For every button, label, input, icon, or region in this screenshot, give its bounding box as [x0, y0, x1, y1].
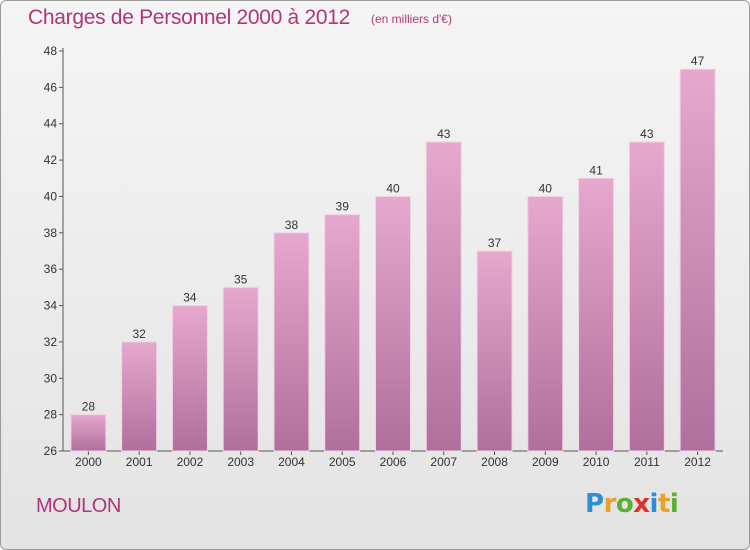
- place-name: MOULON: [36, 495, 121, 517]
- logo-letter: x: [633, 489, 650, 519]
- value-label: 34: [183, 291, 197, 305]
- bar: [476, 250, 513, 452]
- value-label: 47: [691, 54, 705, 68]
- y-tick-label: 44: [44, 117, 58, 131]
- bar: [222, 286, 259, 452]
- y-tick-label: 46: [44, 80, 58, 94]
- x-tick-label: 2000: [75, 455, 102, 469]
- value-label: 38: [285, 218, 299, 232]
- bar: [578, 177, 615, 452]
- bar: [375, 195, 411, 452]
- y-tick-label: 28: [44, 408, 58, 422]
- value-label: 39: [336, 200, 350, 214]
- value-label: 40: [386, 181, 400, 195]
- logo-letter: r: [603, 489, 617, 519]
- logo-letter: t: [657, 489, 670, 519]
- x-tick-label: 2011: [634, 455, 660, 469]
- y-tick-label: 26: [44, 444, 58, 458]
- value-label: 41: [589, 163, 603, 177]
- logo-letter: i: [649, 489, 659, 519]
- x-tick-label: 2003: [227, 455, 254, 469]
- chart-title: Charges de Personnel 2000 à 2012: [28, 6, 350, 29]
- y-tick-label: 38: [44, 226, 58, 240]
- chart-subtitle: (en milliers d'€): [371, 12, 452, 26]
- value-label: 35: [234, 272, 248, 286]
- value-label: 43: [437, 127, 451, 141]
- bar: [324, 214, 361, 452]
- x-tick-label: 2002: [177, 455, 204, 469]
- logo-letter: i: [669, 489, 679, 519]
- x-tick-label: 2008: [481, 455, 508, 469]
- bar: [425, 141, 462, 452]
- bar: [70, 414, 107, 452]
- bar: [527, 195, 564, 452]
- y-tick-label: 40: [44, 189, 58, 203]
- y-tick-label: 32: [44, 335, 58, 349]
- y-tick-label: 42: [44, 153, 58, 167]
- value-label: 28: [82, 400, 96, 414]
- logo-letter: P: [585, 489, 604, 519]
- bar: [679, 68, 716, 452]
- bar: [171, 305, 208, 452]
- bars: [70, 68, 716, 452]
- value-label: 43: [640, 127, 654, 141]
- x-tick-label: 2005: [329, 455, 356, 469]
- bar: [121, 341, 158, 452]
- logo-letter: o: [615, 489, 634, 519]
- value-label: 37: [488, 236, 502, 250]
- x-tick-label: 2010: [583, 455, 610, 469]
- x-tick-label: 2006: [380, 455, 407, 469]
- x-tick-label: 2012: [684, 455, 711, 469]
- y-tick-label: 36: [44, 262, 58, 276]
- y-tick-label: 30: [44, 371, 58, 385]
- proxiti-logo: Proxiti: [585, 489, 679, 519]
- x-tick-label: 2007: [430, 455, 457, 469]
- value-label: 40: [539, 181, 553, 195]
- x-tick-label: 2001: [126, 455, 153, 469]
- value-labels: 28 32 34 35 38 39 40 43 37 40 41 43 47: [82, 54, 705, 413]
- x-tick-label: 2004: [278, 455, 305, 469]
- x-tick-label: 2009: [532, 455, 559, 469]
- bar: [628, 141, 665, 452]
- value-label: 32: [132, 327, 146, 341]
- bar: [273, 232, 310, 452]
- y-tick-label: 34: [44, 299, 58, 313]
- y-tick-label: 48: [44, 44, 58, 58]
